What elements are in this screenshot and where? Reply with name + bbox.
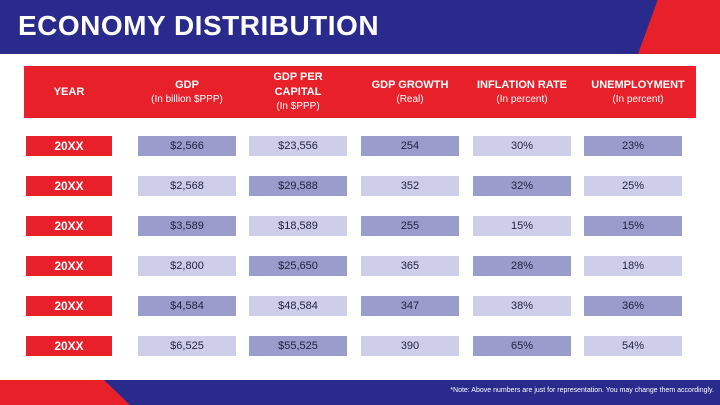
header-unemployment: UNEMPLOYMENT (In percent) — [584, 66, 692, 118]
year-cell: 20XX — [26, 296, 112, 316]
header-label: GDP GROWTH — [371, 78, 449, 91]
inflation-cell: 28% — [473, 256, 571, 276]
header-gdp-per-capital: GDP PER CAPITAL (In $PPP) — [249, 66, 347, 118]
gdp-per-capita-cell: $23,556 — [249, 136, 347, 156]
inflation-cell: 32% — [473, 176, 571, 196]
year-cell: 20XX — [26, 216, 112, 236]
unemployment-cell: 25% — [584, 176, 682, 196]
gdp-cell: $2,566 — [138, 136, 236, 156]
slide-title: ECONOMY DISTRIBUTION — [18, 10, 380, 41]
gdp-cell: $6,525 — [138, 336, 236, 356]
header-sublabel: (In billion $PPP) — [151, 93, 223, 105]
gdp-growth-cell: 365 — [361, 256, 459, 276]
header-label: INFLATION RATE — [476, 78, 568, 91]
inflation-cell: 15% — [473, 216, 571, 236]
header-label: YEAR — [53, 85, 85, 98]
header-label: GDP — [175, 78, 199, 91]
title-banner — [0, 0, 720, 54]
gdp-cell: $4,584 — [138, 296, 236, 316]
gdp-per-capita-cell: $18,589 — [249, 216, 347, 236]
header-sublabel: (In $PPP) — [276, 101, 320, 112]
year-cell: 20XX — [26, 336, 112, 356]
gdp-growth-cell: 347 — [361, 296, 459, 316]
header-sublabel: (In percent) — [612, 93, 664, 105]
unemployment-cell: 15% — [584, 216, 682, 236]
unemployment-cell: 54% — [584, 336, 682, 356]
unemployment-cell: 36% — [584, 296, 682, 316]
gdp-cell: $2,800 — [138, 256, 236, 276]
header-gdp: GDP (In billion $PPP) — [138, 66, 236, 118]
year-cell: 20XX — [26, 136, 112, 156]
inflation-cell: 65% — [473, 336, 571, 356]
gdp-per-capita-cell: $29,588 — [249, 176, 347, 196]
header-sublabel: (Real) — [396, 93, 424, 105]
gdp-growth-cell: 390 — [361, 336, 459, 356]
unemployment-cell: 23% — [584, 136, 682, 156]
header-label: GDP PER CAPITAL — [273, 71, 323, 98]
gdp-cell: $3,589 — [138, 216, 236, 236]
header-year: YEAR — [26, 66, 112, 118]
gdp-growth-cell: 255 — [361, 216, 459, 236]
table-header — [24, 66, 696, 118]
footnote: *Note: Above numbers are just for repres… — [450, 387, 714, 394]
header-sublabel: (In percent) — [496, 93, 548, 105]
gdp-per-capita-cell: $55,525 — [249, 336, 347, 356]
gdp-per-capita-cell: $25,650 — [249, 256, 347, 276]
gdp-growth-cell: 352 — [361, 176, 459, 196]
year-cell: 20XX — [26, 256, 112, 276]
gdp-per-capita-cell: $48,584 — [249, 296, 347, 316]
inflation-cell: 38% — [473, 296, 571, 316]
gdp-growth-cell: 254 — [361, 136, 459, 156]
inflation-cell: 30% — [473, 136, 571, 156]
header-label: UNEMPLOYMENT — [591, 78, 685, 91]
year-cell: 20XX — [26, 176, 112, 196]
gdp-cell: $2,568 — [138, 176, 236, 196]
unemployment-cell: 18% — [584, 256, 682, 276]
header-inflation-rate: INFLATION RATE (In percent) — [473, 66, 571, 118]
header-gdp-growth: GDP GROWTH (Real) — [361, 66, 459, 118]
